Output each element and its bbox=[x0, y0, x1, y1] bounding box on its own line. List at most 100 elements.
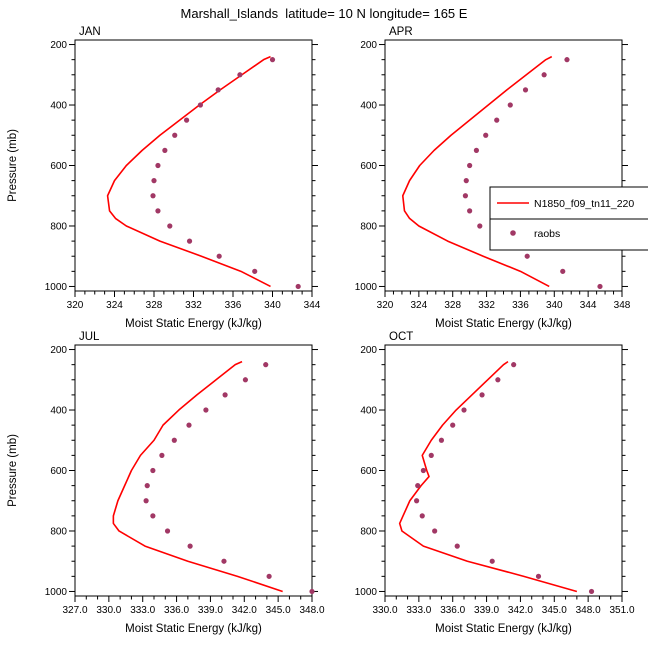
raobs-point bbox=[541, 72, 547, 78]
raobs-point bbox=[183, 117, 190, 123]
x-tick-label: 324 bbox=[106, 300, 123, 311]
panel-title: OCT bbox=[389, 331, 413, 343]
raobs-point bbox=[428, 452, 434, 458]
x-tick-label: 330.0 bbox=[96, 605, 121, 616]
raobs-point bbox=[162, 147, 168, 153]
raobs-point bbox=[564, 57, 570, 63]
raobs-point bbox=[172, 132, 178, 138]
raobs-point bbox=[415, 483, 421, 489]
x-tick-label: 333.0 bbox=[406, 605, 431, 616]
model-line bbox=[401, 55, 553, 288]
y-tick-label: 400 bbox=[360, 406, 377, 417]
raobs-point bbox=[479, 392, 485, 398]
x-axis-label: Moist Static Energy (kJ/kg) bbox=[435, 318, 572, 330]
x-tick-label: 320 bbox=[377, 300, 394, 311]
raobs-point bbox=[222, 392, 228, 398]
x-tick-label: 348.0 bbox=[576, 605, 601, 616]
x-tick-label: 336 bbox=[225, 300, 242, 311]
y-tick-label: 1000 bbox=[45, 587, 68, 598]
x-tick-label: 348 bbox=[614, 300, 631, 311]
y-tick-label: 800 bbox=[50, 221, 67, 232]
legend-line-label: N1850_f09_tn11_220 bbox=[534, 198, 634, 210]
x-axis-label: Moist Static Energy (kJ/kg) bbox=[435, 623, 572, 635]
raobs-point bbox=[309, 588, 315, 595]
raobs-point bbox=[151, 178, 157, 184]
x-tick-label: 336.0 bbox=[440, 605, 465, 616]
raobs-point bbox=[420, 467, 426, 474]
panel-APR: APR 320 324 328 332 336 340 344 348 200 400 600 800 1… bbox=[355, 26, 631, 330]
y-tick-label: 800 bbox=[50, 526, 67, 537]
x-tick-label: 345.0 bbox=[542, 605, 567, 616]
raobs-point bbox=[252, 268, 258, 274]
panel-JUL: JUL 327.0 330.0 333.0 336.0 339.0 342.0 345.0 34… bbox=[7, 331, 325, 635]
y-tick-label: 400 bbox=[360, 101, 377, 112]
y-tick-label: 200 bbox=[360, 40, 377, 51]
panel-title: JAN bbox=[79, 26, 101, 38]
raobs-point bbox=[438, 437, 445, 443]
raobs-point bbox=[454, 543, 460, 549]
raobs-point bbox=[150, 193, 156, 199]
x-axis-label: Moist Static Energy (kJ/kg) bbox=[125, 318, 262, 330]
raobs-point bbox=[269, 57, 276, 63]
raobs-point bbox=[511, 362, 517, 368]
x-tick-label: 332 bbox=[185, 300, 202, 311]
y-tick-label: 600 bbox=[50, 161, 67, 172]
y-tick-label: 1000 bbox=[355, 282, 378, 293]
raobs-point bbox=[150, 513, 156, 519]
y-tick-label: 600 bbox=[360, 466, 377, 477]
raobs-point bbox=[237, 72, 243, 78]
x-tick-label: 339.0 bbox=[198, 605, 223, 616]
raobs-point bbox=[535, 573, 542, 579]
y-tick-label: 800 bbox=[360, 526, 377, 537]
x-tick-label: 336 bbox=[512, 300, 529, 311]
raobs-point bbox=[489, 558, 495, 564]
raobs-point bbox=[560, 268, 566, 274]
raobs-point bbox=[187, 543, 193, 549]
raobs-point bbox=[597, 283, 603, 290]
x-tick-label: 320 bbox=[67, 300, 84, 311]
x-tick-label: 348.0 bbox=[299, 605, 324, 616]
y-tick-label: 200 bbox=[50, 40, 67, 51]
legend-marker-label: raobs bbox=[534, 228, 560, 240]
raobs-point bbox=[221, 558, 227, 564]
raobs-point bbox=[186, 238, 193, 244]
x-tick-label: 344 bbox=[304, 300, 321, 311]
y-tick-label: 400 bbox=[50, 406, 67, 417]
raobs-point bbox=[462, 193, 469, 199]
plot-frame bbox=[74, 344, 313, 597]
raobs-point bbox=[143, 498, 149, 504]
y-axis-label: Pressure (mb) bbox=[7, 434, 19, 507]
raobs-point bbox=[461, 407, 467, 413]
raobs-point bbox=[524, 253, 530, 259]
x-tick-label: 340 bbox=[264, 300, 281, 311]
legend-marker-sample bbox=[510, 230, 516, 236]
raobs-point bbox=[215, 87, 221, 93]
y-tick-label: 200 bbox=[360, 345, 377, 356]
raobs-point bbox=[432, 528, 438, 534]
raobs-point bbox=[467, 162, 473, 169]
raobs-point bbox=[483, 132, 489, 138]
raobs-point bbox=[263, 362, 269, 368]
raobs-point bbox=[295, 283, 301, 290]
raobs-point bbox=[197, 102, 204, 108]
raobs-point bbox=[522, 87, 529, 93]
plot-frame bbox=[384, 344, 623, 597]
x-tick-label: 344 bbox=[580, 300, 597, 311]
raobs-point bbox=[186, 422, 192, 428]
x-tick-label: 342.0 bbox=[508, 605, 533, 616]
x-tick-label: 333.0 bbox=[130, 605, 155, 616]
raobs-point bbox=[507, 102, 513, 108]
panel-JAN: JAN 320 324 328 332 336 340 344 200 400 600 800 1000… bbox=[7, 26, 321, 330]
raobs-point bbox=[150, 467, 156, 474]
y-tick-label: 600 bbox=[360, 161, 377, 172]
x-tick-label: 332 bbox=[478, 300, 495, 311]
raobs-point bbox=[419, 513, 425, 519]
x-tick-label: 327.0 bbox=[62, 605, 87, 616]
raobs-point bbox=[242, 377, 249, 383]
y-tick-label: 800 bbox=[360, 221, 377, 232]
raobs-point bbox=[155, 162, 161, 169]
x-tick-label: 328 bbox=[146, 300, 163, 311]
raobs-point bbox=[473, 147, 480, 153]
y-axis-label: Pressure (mb) bbox=[7, 129, 19, 202]
